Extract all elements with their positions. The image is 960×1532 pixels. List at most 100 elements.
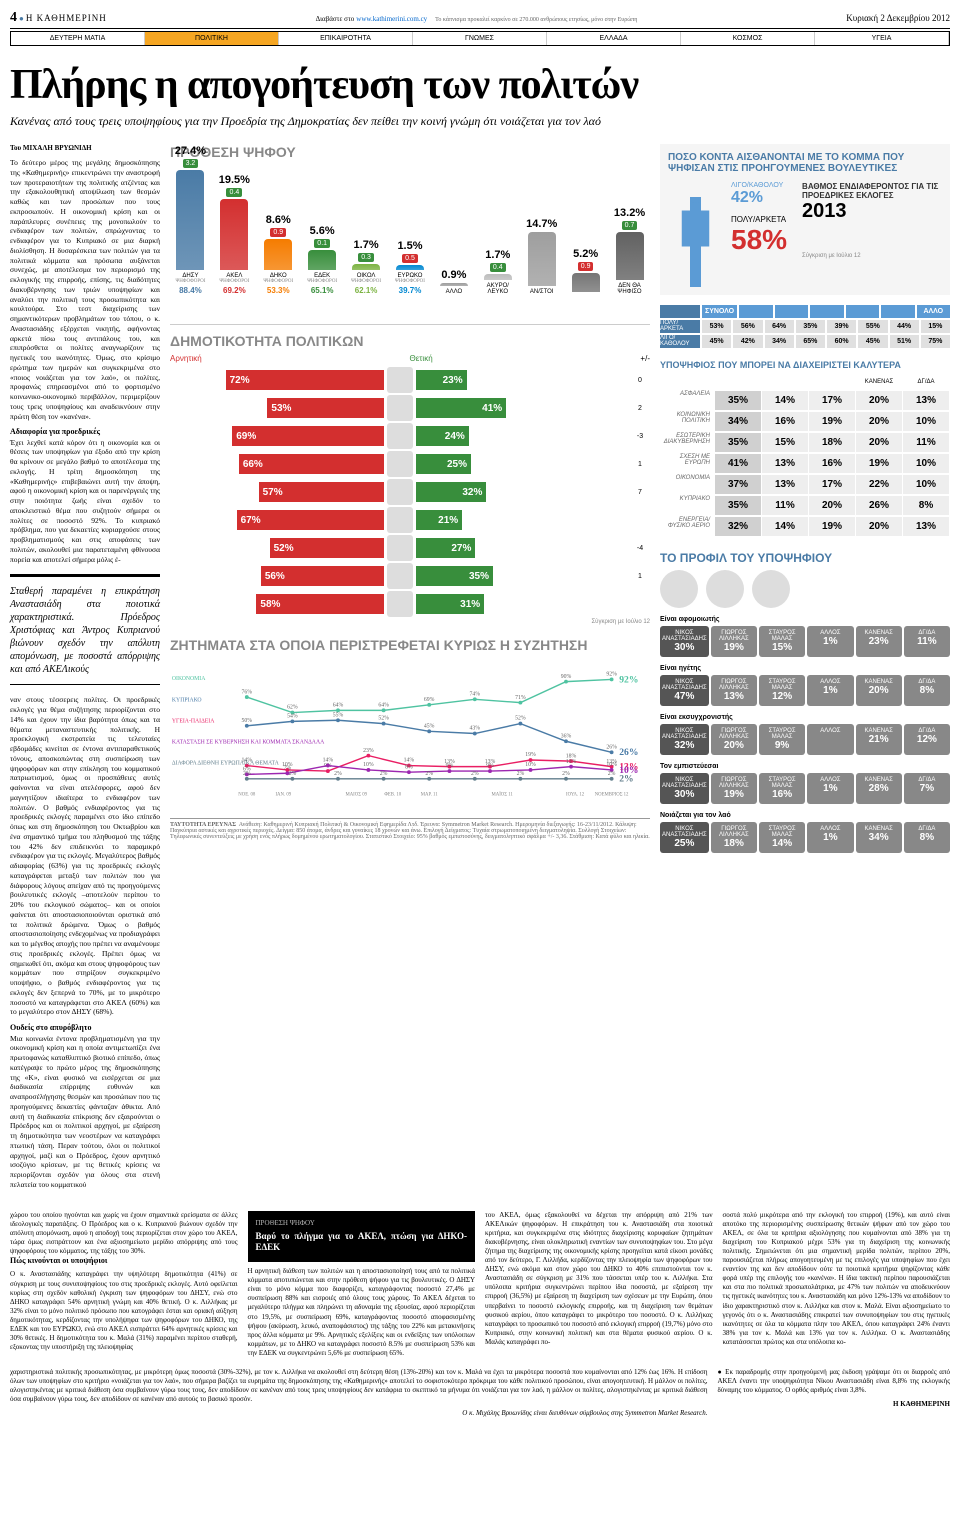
vote-bar: 19.5%0.4ΑΚΕΛΨΗΦΟΦΟΡΟΙ69.2% [214, 174, 255, 295]
article-body-left: Του ΜΙΧΑΛΗ ΒΡΥΩΝΙΔΗ Το δεύτερο μέρος της… [10, 144, 160, 1196]
profile-answer: ΝΙΚΟΣ ΑΝΑΣΤΑΣΙΑΔΗΣ30% [660, 773, 709, 804]
svg-text:ΚΥΠΡΙΑΚΟ: ΚΥΠΡΙΑΚΟ [172, 697, 202, 703]
svg-text:26%: 26% [619, 747, 638, 758]
profile-question: Είναι ηγέτης [660, 665, 950, 672]
svg-text:8%: 8% [405, 764, 413, 770]
nav-item[interactable]: ΕΛΛΑΔΑ [547, 32, 681, 45]
politician-photo [387, 367, 413, 393]
svg-text:9%: 9% [446, 763, 454, 769]
byline: Του ΜΙΧΑΛΗ ΒΡΥΩΝΙΔΗ [10, 144, 160, 153]
svg-text:52%: 52% [515, 716, 526, 722]
svg-text:14%: 14% [404, 758, 415, 764]
profile-answer: ΓΙΩΡΓΟΣ ΛΙΛΛΗΚΑΣ20% [711, 724, 757, 755]
svg-text:10%: 10% [525, 762, 536, 768]
profile-answer: ΣΤΑΥΡΟΣ ΜΑΛΑΣ12% [759, 675, 805, 706]
popularity-header: Αρνητική Θετική +/- [170, 354, 650, 363]
svg-text:2%: 2% [517, 771, 525, 777]
politician-photo [387, 563, 413, 589]
read-at: Διαβάστε στο [316, 15, 355, 23]
nav-item[interactable]: ΕΠΙΚΑΙΡΟΤΗΤΑ [279, 32, 413, 45]
profile-answer: ΓΙΩΡΓΟΣ ΛΙΛΛΗΚΑΣ19% [711, 773, 757, 804]
politician-photo [387, 591, 413, 617]
svg-text:45%: 45% [424, 723, 435, 729]
party-closeness-table: ΣΥΝΟΛΟΑΛΛΟΠΟΛΥ/ΑΡΚΕΤΑ53%56%64%35%39%55%4… [660, 305, 950, 348]
vote-bar: 1.7%0.4ΑΚΥΡΟ/ ΛΕΥΚΟ [477, 249, 518, 295]
smoking-notice: Το κάπνισμα προκαλεί καρκίνο σε 270.000 … [435, 17, 637, 23]
profile-answer: ΝΙΚΟΣ ΑΝΑΣΤΑΣΙΑΔΗΣ30% [660, 626, 709, 657]
bottom-article-columns: χώρου του οποίου ηγούνται και χωρίς να έ… [10, 1211, 950, 1419]
svg-text:2%: 2% [243, 771, 251, 777]
profile-answer: ΚΑΝΕΝΑΣ20% [856, 675, 902, 706]
svg-text:ΜΑΪΟΣ 11: ΜΑΪΟΣ 11 [491, 791, 513, 797]
profile-answer: ΓΙΩΡΓΟΣ ΛΙΛΛΗΚΑΣ18% [711, 822, 757, 853]
candidate-photo [660, 570, 698, 608]
svg-text:2%: 2% [562, 771, 570, 777]
svg-text:10%: 10% [606, 762, 617, 768]
svg-text:62%: 62% [287, 705, 298, 711]
profile-answer: ΔΓ/ΔΑ8% [904, 822, 950, 853]
svg-text:2%: 2% [380, 771, 388, 777]
vote-bar: 8.6%0.9ΔΗΚΟΨΗΦΟΦΟΡΟΙ53.3% [258, 214, 299, 295]
popularity-row: 66%25%1 [170, 451, 650, 477]
survey-identity: ΤΑΥΤΟΤΗΤΑ ΕΡΕΥΝΑΣ Ανάθεση: Καθημερινή Κυ… [170, 818, 650, 840]
page-number: 4 [10, 10, 17, 25]
nav-item[interactable]: ΥΓΕΙΑ [815, 32, 949, 45]
profile-answer: ΚΑΝΕΝΑΣ23% [856, 626, 902, 657]
section-nav: ΔΕΥΤΕΡΗ ΜΑΤΙΑΠΟΛΙΤΙΚΗΕΠΙΚΑΙΡΟΤΗΤΑΓΝΩΜΕΣΕ… [10, 31, 950, 46]
svg-text:2%: 2% [619, 774, 633, 785]
profile-question: Είναι εκσυγχρονιστής [660, 714, 950, 721]
svg-text:ΙΑΝ. 09: ΙΑΝ. 09 [275, 792, 291, 797]
sub-headline: Κανένας από τους τρεις υποψηφίους για τη… [10, 114, 950, 129]
profile-answer: ΔΓ/ΔΑ7% [904, 773, 950, 804]
website-url: www.kathimerini.com.cy [356, 15, 427, 23]
profile-answer: ΑΛΛΟΣ [807, 724, 853, 755]
candidate-photo [706, 570, 744, 608]
vote-bar: 27.4%3.2ΔΗΣΥΨΗΦΟΦΟΡΟΙ88.4% [170, 145, 211, 295]
svg-text:92%: 92% [606, 672, 617, 678]
svg-text:ΟΙΚΟΝΟΜΙΑ: ΟΙΚΟΝΟΜΙΑ [172, 676, 206, 682]
profile-answer: ΑΛΛΟΣ1% [807, 773, 853, 804]
profile-answer: ΔΓ/ΔΑ11% [904, 626, 950, 657]
candidate-photo [752, 570, 790, 608]
svg-text:90%: 90% [561, 674, 572, 680]
topics-chart: 76%62%64%64%69%74%71%90%92%92%50%54%55%5… [170, 663, 650, 813]
publication-date: Κυριακή 2 Δεκεμβρίου 2012 [846, 13, 950, 23]
svg-text:54%: 54% [287, 714, 298, 720]
politician-photo [387, 479, 413, 505]
svg-text:2%: 2% [471, 771, 479, 777]
manage-title: ΥΠΟΨΗΦΙΟΣ ΠΟΥ ΜΠΟΡΕΙ ΝΑ ΔΙΑΧΕΙΡΙΣΤΕΙ ΚΑΛ… [660, 360, 950, 370]
profile-answer: ΚΑΝΕΝΑΣ28% [856, 773, 902, 804]
svg-text:26%: 26% [606, 744, 617, 750]
svg-text:ΝΟΕΜΒΡΙΟΣ 12: ΝΟΕΜΒΡΙΟΣ 12 [595, 792, 629, 797]
svg-text:ΚΑΤΑΣΤΑΣΗ ΣΕ ΚΥΒΕΡΝΗΣΗ ΚΑΙ ΚΟΜ: ΚΑΤΑΣΤΑΣΗ ΣΕ ΚΥΒΕΡΝΗΣΗ ΚΑΙ ΚΟΜΜΑΤΑ ΣΚΑΝΔ… [172, 740, 325, 746]
profile-answer: ΔΓ/ΔΑ12% [904, 724, 950, 755]
nav-item[interactable]: ΓΝΩΜΕΣ [413, 32, 547, 45]
nav-item[interactable]: ΚΟΣΜΟΣ [681, 32, 815, 45]
popularity-row: 53%41%2 [170, 395, 650, 421]
svg-text:55%: 55% [333, 712, 344, 718]
politician-photo [387, 451, 413, 477]
popularity-row: 56%35%1 [170, 563, 650, 589]
vote-bar: 14.7%ΑΝ/ΣΤΟΙ [521, 218, 562, 295]
profile-answer: ΑΛΛΟΣ1% [807, 822, 853, 853]
svg-text:23%: 23% [363, 748, 374, 754]
politician-photo [387, 535, 413, 561]
popularity-row: 67%21% [170, 507, 650, 533]
svg-text:52%: 52% [378, 716, 389, 722]
svg-text:ΙΟΥΛ. 12: ΙΟΥΛ. 12 [566, 792, 585, 797]
masthead: Η ΚΑΘΗΜΕΡΙΝΗ [26, 13, 107, 23]
popularity-rows: 72%23%053%41%269%24%-366%25%157%32%767%2… [170, 367, 650, 617]
topics-title: ΖΗΤΗΜΑΤΑ ΣΤΑ ΟΠΟΙΑ ΠΕΡΙΣΤΡΕΦΕΤΑΙ ΚΥΡΙΩΣ … [170, 637, 650, 653]
popularity-row: 52%27%-4 [170, 535, 650, 561]
nav-item[interactable]: ΔΕΥΤΕΡΗ ΜΑΤΙΑ [11, 32, 145, 45]
nav-item[interactable]: ΠΟΛΙΤΙΚΗ [145, 32, 279, 45]
popularity-row: 69%24%-3 [170, 423, 650, 449]
profile-answer: ΣΤΑΥΡΟΣ ΜΑΛΑΣ9% [759, 724, 805, 755]
profile-question: Είναι αφομοιωτής [660, 616, 950, 623]
svg-text:10%: 10% [363, 762, 374, 768]
politician-photo [387, 395, 413, 421]
pop-compare: Σύγκριση με Ιούλιο 12 [170, 619, 650, 625]
svg-text:9%: 9% [486, 763, 494, 769]
profile-answer: ΚΑΝΕΝΑΣ21% [856, 724, 902, 755]
popularity-title: ΔΗΜΟΤΙΚΟΤΗΤΑ ΠΟΛΙΤΙΚΩΝ [170, 333, 650, 349]
